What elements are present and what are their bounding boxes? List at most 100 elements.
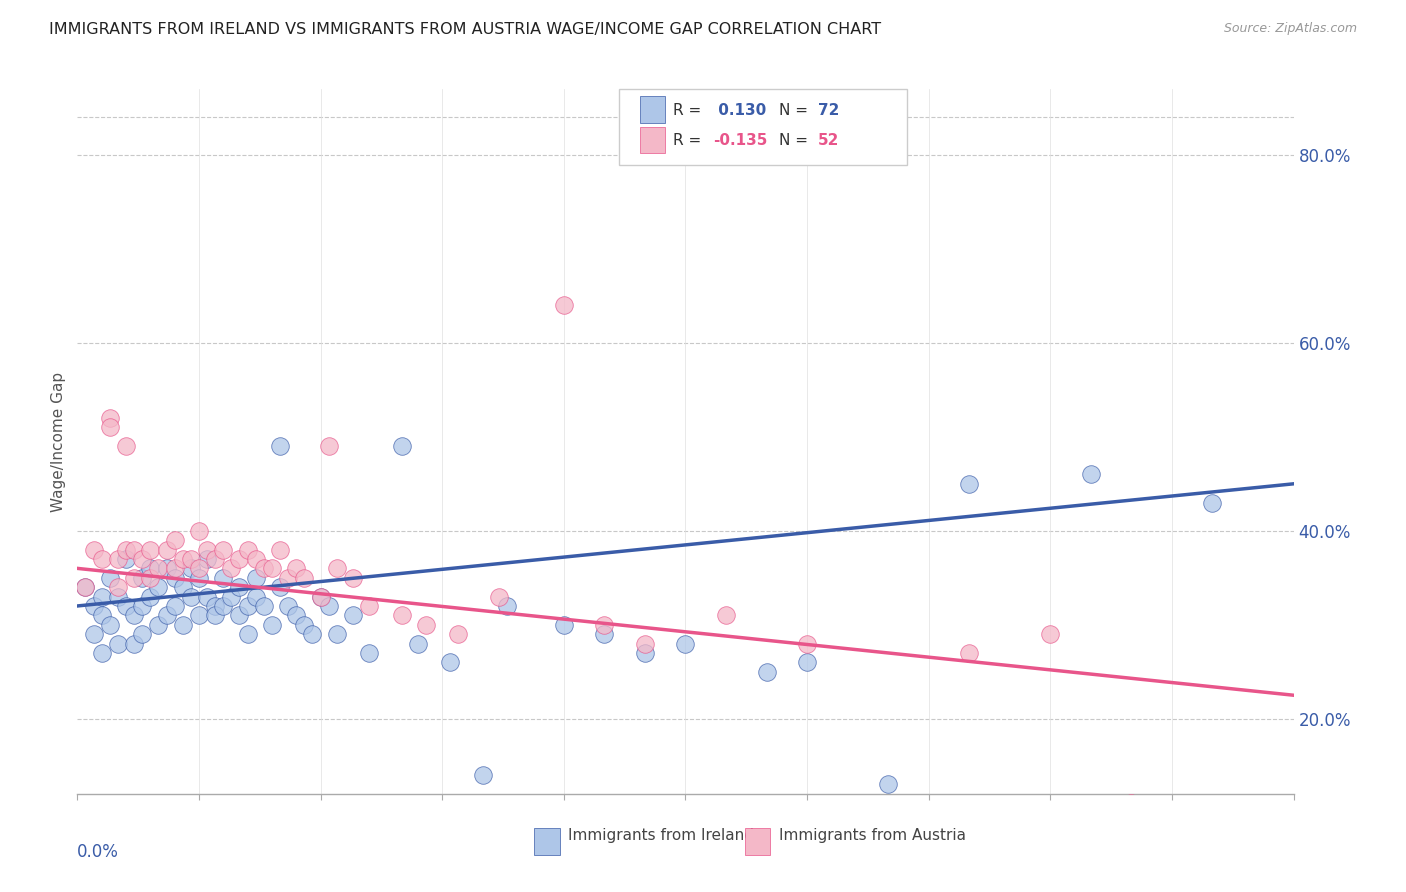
Point: [131, 627, 153, 641]
Point: [326, 561, 349, 575]
Point: [1080, 467, 1102, 482]
Point: [285, 608, 308, 623]
Point: [326, 627, 349, 641]
Text: Immigrants from Ireland: Immigrants from Ireland: [568, 828, 754, 843]
Point: [260, 561, 283, 575]
Point: [277, 599, 299, 613]
Point: [796, 636, 818, 650]
Point: [236, 627, 259, 641]
Point: [115, 542, 138, 557]
Point: [90, 608, 112, 623]
Point: [391, 608, 413, 623]
Point: [188, 561, 211, 575]
Point: [796, 656, 818, 670]
Point: [188, 524, 211, 538]
Text: R =: R =: [673, 103, 707, 118]
Point: [122, 636, 145, 650]
Point: [139, 571, 162, 585]
Point: [877, 777, 900, 791]
Point: [122, 571, 145, 585]
Text: R =: R =: [673, 133, 707, 148]
Point: [391, 439, 413, 453]
Point: [228, 552, 250, 566]
Point: [163, 599, 186, 613]
Point: [634, 646, 657, 660]
Point: [115, 439, 138, 453]
Point: [195, 552, 218, 566]
Point: [172, 617, 194, 632]
Point: [83, 627, 105, 641]
Point: [1201, 495, 1223, 509]
Point: [415, 617, 437, 632]
Point: [496, 599, 519, 613]
Text: Source: ZipAtlas.com: Source: ZipAtlas.com: [1223, 22, 1357, 36]
Point: [253, 599, 276, 613]
Point: [188, 571, 211, 585]
Point: [122, 608, 145, 623]
Point: [131, 552, 153, 566]
Point: [301, 627, 323, 641]
Point: [188, 608, 211, 623]
Point: [228, 608, 250, 623]
Text: N =: N =: [779, 103, 813, 118]
Point: [236, 599, 259, 613]
Point: [318, 439, 340, 453]
Point: [204, 608, 226, 623]
Point: [755, 665, 778, 679]
Point: [714, 608, 737, 623]
Point: [318, 599, 340, 613]
Point: [553, 298, 575, 312]
Point: [253, 561, 276, 575]
Y-axis label: Wage/Income Gap: Wage/Income Gap: [51, 371, 66, 512]
Point: [115, 599, 138, 613]
Point: [269, 439, 291, 453]
Point: [292, 571, 315, 585]
Point: [957, 476, 980, 491]
Text: 52: 52: [818, 133, 839, 148]
Point: [245, 571, 267, 585]
Point: [83, 542, 105, 557]
Point: [180, 561, 202, 575]
Point: [139, 542, 162, 557]
Point: [75, 580, 97, 594]
Point: [447, 627, 470, 641]
Point: [155, 608, 177, 623]
Point: [359, 646, 381, 660]
Point: [634, 636, 657, 650]
Point: [285, 561, 308, 575]
Point: [148, 580, 170, 594]
Point: [195, 590, 218, 604]
Point: [139, 590, 162, 604]
Point: [406, 636, 429, 650]
Point: [122, 542, 145, 557]
Point: [221, 561, 243, 575]
Point: [342, 608, 364, 623]
Point: [107, 636, 129, 650]
Point: [131, 571, 153, 585]
Point: [309, 590, 332, 604]
Point: [439, 656, 461, 670]
Point: [593, 627, 616, 641]
Point: [277, 571, 299, 585]
Point: [148, 617, 170, 632]
Point: [163, 533, 186, 548]
Text: 0.0%: 0.0%: [77, 843, 120, 861]
Point: [90, 590, 112, 604]
Point: [148, 561, 170, 575]
Point: [155, 542, 177, 557]
Point: [90, 646, 112, 660]
Point: [260, 617, 283, 632]
Point: [180, 552, 202, 566]
Point: [228, 580, 250, 594]
Text: Immigrants from Austria: Immigrants from Austria: [779, 828, 966, 843]
Text: -0.135: -0.135: [713, 133, 768, 148]
Point: [957, 646, 980, 660]
Point: [83, 599, 105, 613]
Point: [204, 599, 226, 613]
Point: [212, 599, 235, 613]
Point: [269, 580, 291, 594]
Point: [245, 590, 267, 604]
Point: [131, 599, 153, 613]
Point: [172, 552, 194, 566]
Point: [107, 552, 129, 566]
